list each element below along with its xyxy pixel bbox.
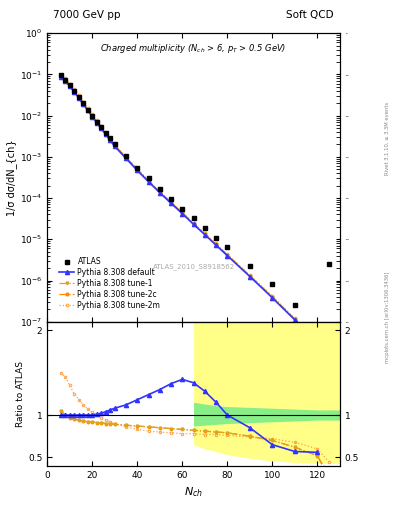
Pythia 8.308 default [135,167,140,174]
ATLAS [326,261,331,267]
Pythia 8.308 default [124,155,129,161]
ATLAS [76,94,81,100]
Pythia 8.308 default [99,125,104,132]
ATLAS [180,206,185,212]
Line: ATLAS: ATLAS [58,73,331,328]
ATLAS [99,124,104,131]
Pythia 8.308 default [180,210,185,217]
ATLAS [72,88,77,94]
Pythia 8.308 default [270,295,275,301]
Pythia 8.308 default [315,340,320,346]
ATLAS [315,323,320,329]
ATLAS [214,234,219,241]
Pythia 8.308 default [94,119,99,125]
ATLAS [202,225,207,231]
Pythia 8.308 default [81,101,86,108]
ATLAS [225,244,230,250]
Y-axis label: Ratio to ATLAS: Ratio to ATLAS [16,361,25,427]
ATLAS [191,216,196,222]
Text: Soft QCD: Soft QCD [286,10,334,20]
ATLAS [63,77,68,83]
Pythia 8.308 default [146,179,151,185]
Pythia 8.308 default [76,95,81,101]
Text: Rivet 3.1.10, ≥ 3.3M events: Rivet 3.1.10, ≥ 3.3M events [385,101,390,175]
Pythia 8.308 default [292,317,297,323]
Y-axis label: 1/σ dσ/dN_{ch}: 1/σ dσ/dN_{ch} [6,139,17,216]
Pythia 8.308 default [225,252,230,259]
ATLAS [124,153,129,159]
Pythia 8.308 default [67,83,72,89]
Pythia 8.308 default [72,89,77,95]
Pythia 8.308 default [169,200,173,206]
Pythia 8.308 default [85,107,90,113]
Pythia 8.308 default [326,353,331,359]
ATLAS [85,106,90,113]
Pythia 8.308 default [158,189,162,196]
Text: Charged multiplicity ($N_{ch}$ > 6, $p_T$ > 0.5 GeV): Charged multiplicity ($N_{ch}$ > 6, $p_T… [100,42,287,55]
Pythia 8.308 default [108,137,112,143]
Text: ATLAS_2010_S8918562: ATLAS_2010_S8918562 [152,263,235,270]
ATLAS [248,263,252,269]
X-axis label: $N_{ch}$: $N_{ch}$ [184,485,203,499]
ATLAS [169,196,173,202]
Pythia 8.308 default [90,114,95,120]
ATLAS [292,302,297,308]
ATLAS [94,118,99,124]
ATLAS [112,141,117,147]
ATLAS [81,100,86,106]
Line: Pythia 8.308 default: Pythia 8.308 default [59,75,331,358]
Text: 7000 GeV pp: 7000 GeV pp [53,10,121,20]
ATLAS [108,135,112,141]
Pythia 8.308 default [202,231,207,238]
Text: mcplots.cern.ch [arXiv:1306.3436]: mcplots.cern.ch [arXiv:1306.3436] [385,272,390,363]
ATLAS [58,72,63,78]
Pythia 8.308 default [58,74,63,80]
ATLAS [146,176,151,182]
ATLAS [90,113,95,119]
ATLAS [67,82,72,88]
ATLAS [270,282,275,288]
ATLAS [158,186,162,192]
ATLAS [103,130,108,136]
Pythia 8.308 default [112,143,117,150]
ATLAS [135,164,140,170]
Pythia 8.308 default [248,273,252,280]
Pythia 8.308 default [103,132,108,138]
Pythia 8.308 default [214,242,219,248]
Pythia 8.308 default [191,221,196,227]
Pythia 8.308 default [63,78,68,84]
Legend: ATLAS, Pythia 8.308 default, Pythia 8.308 tune-1, Pythia 8.308 tune-2c, Pythia 8: ATLAS, Pythia 8.308 default, Pythia 8.30… [57,255,163,312]
